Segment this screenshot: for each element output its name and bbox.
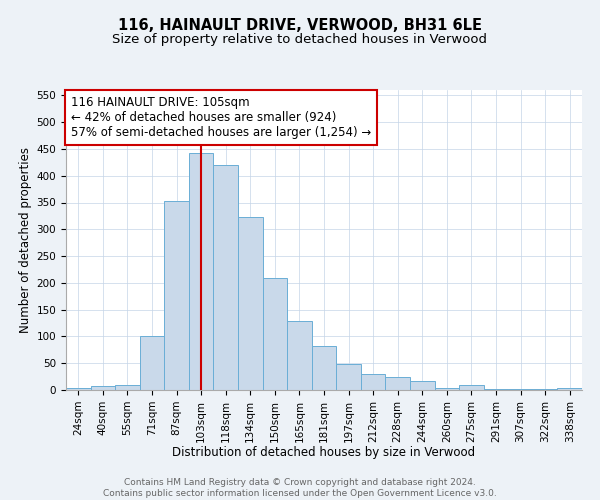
X-axis label: Distribution of detached houses by size in Verwood: Distribution of detached houses by size … xyxy=(172,446,476,459)
Bar xyxy=(459,384,484,390)
Bar xyxy=(312,346,336,390)
Text: 116, HAINAULT DRIVE, VERWOOD, BH31 6LE: 116, HAINAULT DRIVE, VERWOOD, BH31 6LE xyxy=(118,18,482,32)
Bar xyxy=(66,388,91,390)
Bar xyxy=(115,384,140,390)
Bar xyxy=(238,217,263,390)
Bar xyxy=(263,278,287,390)
Text: 116 HAINAULT DRIVE: 105sqm
← 42% of detached houses are smaller (924)
57% of sem: 116 HAINAULT DRIVE: 105sqm ← 42% of deta… xyxy=(71,96,371,139)
Bar xyxy=(385,377,410,390)
Bar xyxy=(434,388,459,390)
Text: Contains HM Land Registry data © Crown copyright and database right 2024.
Contai: Contains HM Land Registry data © Crown c… xyxy=(103,478,497,498)
Bar xyxy=(164,201,189,390)
Bar xyxy=(91,386,115,390)
Bar xyxy=(410,381,434,390)
Bar xyxy=(484,389,508,390)
Bar xyxy=(557,388,582,390)
Bar xyxy=(287,322,312,390)
Bar xyxy=(336,364,361,390)
Bar xyxy=(140,336,164,390)
Bar xyxy=(361,374,385,390)
Y-axis label: Number of detached properties: Number of detached properties xyxy=(19,147,32,333)
Bar xyxy=(214,165,238,390)
Bar xyxy=(189,152,214,390)
Text: Size of property relative to detached houses in Verwood: Size of property relative to detached ho… xyxy=(113,32,487,46)
